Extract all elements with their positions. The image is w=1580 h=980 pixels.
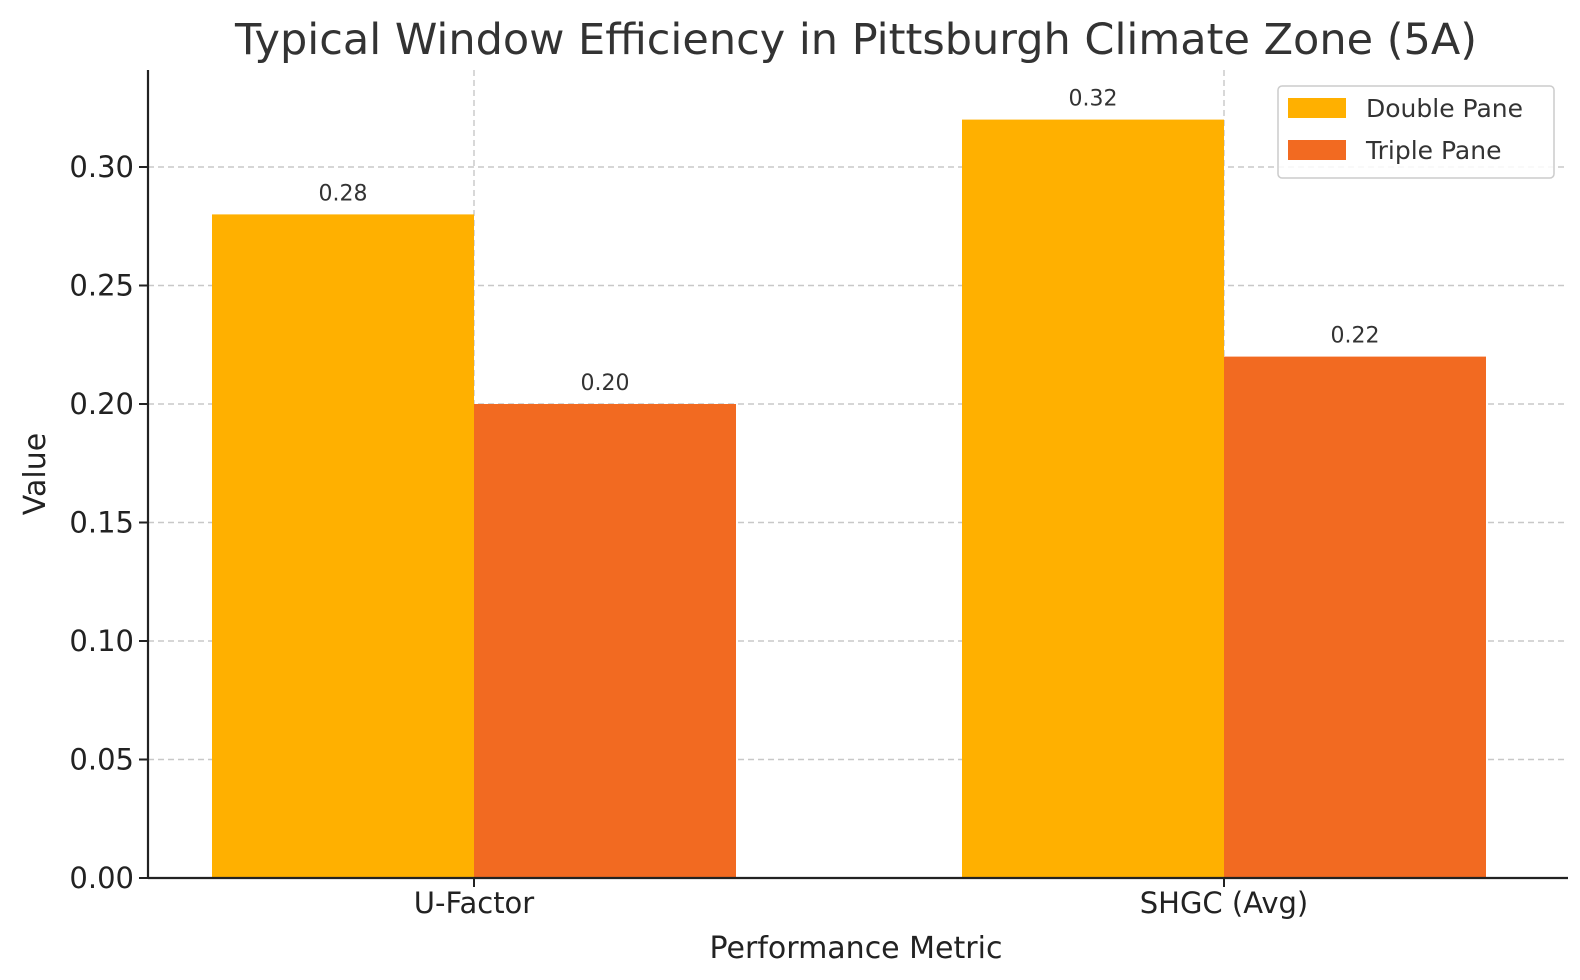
x-axis-label: Performance Metric [710,931,1003,966]
y-tick-label: 0.25 [69,269,134,303]
data-label: 0.20 [581,371,630,396]
legend-label-triple-pane: Triple Pane [1365,136,1501,165]
bar-double-pane-1 [962,119,1224,879]
legend: Double Pane Triple Pane [1277,85,1555,179]
data-label: 0.32 [1069,87,1118,112]
data-labels-layer: 0.28 0.32 0.20 0.22 [319,87,1380,396]
legend-frame [1277,85,1555,179]
legend-swatch-triple-pane [1288,140,1346,160]
y-tick-label: 0.00 [69,861,134,895]
legend-label-double-pane: Double Pane [1366,94,1523,123]
bar-double-pane-0 [212,214,474,878]
axes-layer [146,70,1568,880]
bar-triple-pane-0 [474,404,736,878]
x-tick-label: U-Factor [414,886,535,920]
y-tick-label: 0.20 [69,387,134,421]
bars-layer [212,119,1486,879]
ticks-layer: 0.00 0.05 0.10 0.15 0.20 0.25 0.30 U-Factor SHGC… [69,150,1308,920]
y-axis-label: Value [18,433,53,515]
chart-title: Typical Window Efficiency in Pittsburgh … [234,15,1477,65]
y-tick-label: 0.10 [69,624,134,658]
y-tick-label: 0.30 [69,150,134,184]
legend-swatch-double-pane [1288,98,1346,118]
bar-triple-pane-1 [1224,356,1486,879]
x-tick-label: SHGC (Avg) [1140,886,1309,920]
data-label: 0.22 [1331,324,1380,349]
y-tick-label: 0.05 [69,743,134,777]
data-label: 0.28 [319,181,368,206]
y-tick-label: 0.15 [69,506,134,540]
